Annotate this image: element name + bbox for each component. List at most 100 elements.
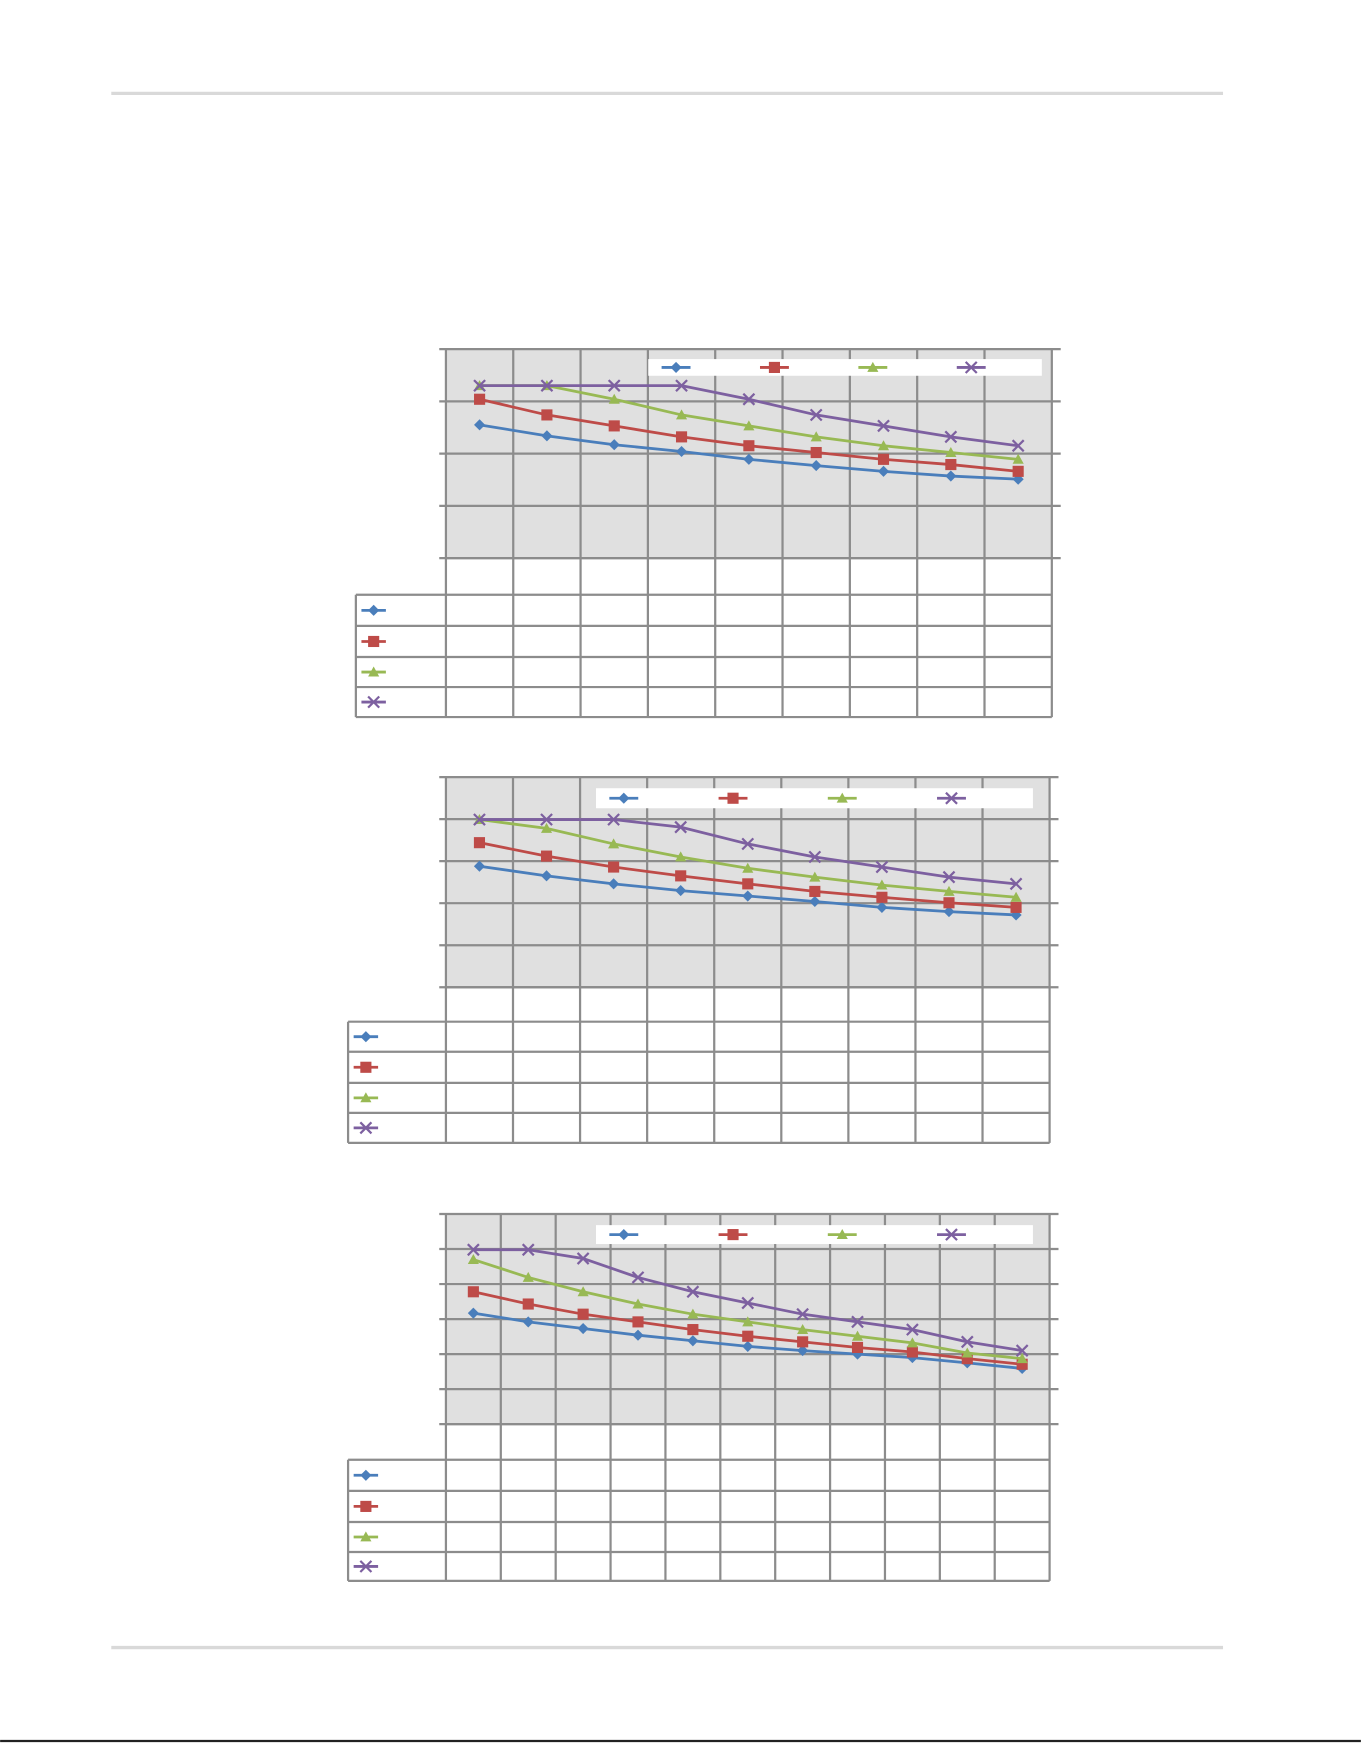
legend xyxy=(596,1225,1033,1245)
point xyxy=(467,1253,479,1264)
point xyxy=(675,445,688,458)
point xyxy=(608,861,620,873)
point xyxy=(675,431,688,443)
point xyxy=(960,1335,974,1349)
point xyxy=(742,862,754,873)
point xyxy=(577,1308,589,1320)
point xyxy=(809,895,821,908)
point xyxy=(674,820,688,834)
point xyxy=(608,838,620,849)
point xyxy=(1011,439,1025,453)
legend-marker xyxy=(945,791,958,805)
point xyxy=(943,906,955,918)
legend-marker xyxy=(670,361,682,373)
point xyxy=(906,1337,918,1348)
point xyxy=(851,1315,864,1329)
legend xyxy=(596,788,1033,809)
point xyxy=(541,430,553,442)
point xyxy=(742,1316,754,1327)
point xyxy=(608,393,620,404)
legend-marker xyxy=(945,1228,958,1241)
point xyxy=(686,1285,700,1299)
legend-marker xyxy=(964,361,978,374)
point xyxy=(675,409,688,420)
point xyxy=(808,850,822,864)
chart xyxy=(346,1212,1059,1583)
point xyxy=(473,379,486,393)
point xyxy=(1016,1353,1028,1364)
table-key-marker xyxy=(360,1500,372,1512)
point xyxy=(796,1307,809,1321)
point xyxy=(875,860,889,874)
point xyxy=(961,1347,973,1358)
legend-marker xyxy=(836,1229,848,1240)
chart xyxy=(354,347,1061,719)
point xyxy=(474,419,486,431)
point xyxy=(906,1323,919,1336)
point xyxy=(608,439,620,451)
legend-marker xyxy=(867,361,879,372)
point xyxy=(809,885,821,897)
point xyxy=(675,851,687,862)
point xyxy=(607,379,621,393)
point xyxy=(540,870,553,882)
point xyxy=(742,392,756,406)
point xyxy=(943,897,955,909)
table-key-marker xyxy=(367,695,381,709)
point xyxy=(961,1353,973,1365)
point xyxy=(473,837,486,849)
point xyxy=(877,465,890,477)
point xyxy=(540,822,553,833)
point xyxy=(1012,465,1024,477)
point xyxy=(1016,1358,1028,1370)
point xyxy=(608,420,620,432)
point xyxy=(945,470,957,482)
point xyxy=(743,453,755,465)
point xyxy=(1010,891,1022,902)
point xyxy=(809,408,823,422)
point xyxy=(522,1316,534,1328)
point xyxy=(1015,1344,1029,1357)
point xyxy=(851,1330,864,1341)
point xyxy=(877,419,890,433)
table-key-marker xyxy=(368,635,380,648)
table-key-marker xyxy=(368,604,380,616)
point xyxy=(810,446,822,459)
point xyxy=(687,1324,699,1336)
point xyxy=(576,1252,590,1265)
point xyxy=(742,890,754,902)
point xyxy=(522,1271,534,1282)
point xyxy=(1010,901,1022,913)
point xyxy=(877,440,890,451)
chart xyxy=(346,775,1059,1144)
table-key-marker xyxy=(360,1531,372,1542)
table-key-marker xyxy=(360,1031,372,1043)
point xyxy=(607,813,620,826)
point xyxy=(797,1324,809,1335)
point xyxy=(797,1336,809,1348)
point xyxy=(675,870,687,882)
point xyxy=(473,813,486,826)
point xyxy=(809,871,821,882)
point xyxy=(1009,877,1023,891)
point xyxy=(540,379,554,393)
table-key-marker xyxy=(360,1469,372,1481)
point xyxy=(945,446,957,457)
point xyxy=(467,1286,479,1298)
legend-marker xyxy=(618,1229,630,1241)
point xyxy=(521,1243,535,1257)
table-key-marker xyxy=(359,1560,373,1573)
point xyxy=(810,431,822,442)
point xyxy=(876,879,888,890)
point xyxy=(577,1286,589,1297)
point xyxy=(540,813,553,826)
point xyxy=(1012,453,1024,464)
point xyxy=(632,1316,644,1328)
point xyxy=(742,878,754,890)
point xyxy=(608,878,620,890)
point xyxy=(631,1271,645,1284)
point xyxy=(943,885,955,896)
legend-marker xyxy=(768,361,781,373)
point xyxy=(942,870,956,884)
